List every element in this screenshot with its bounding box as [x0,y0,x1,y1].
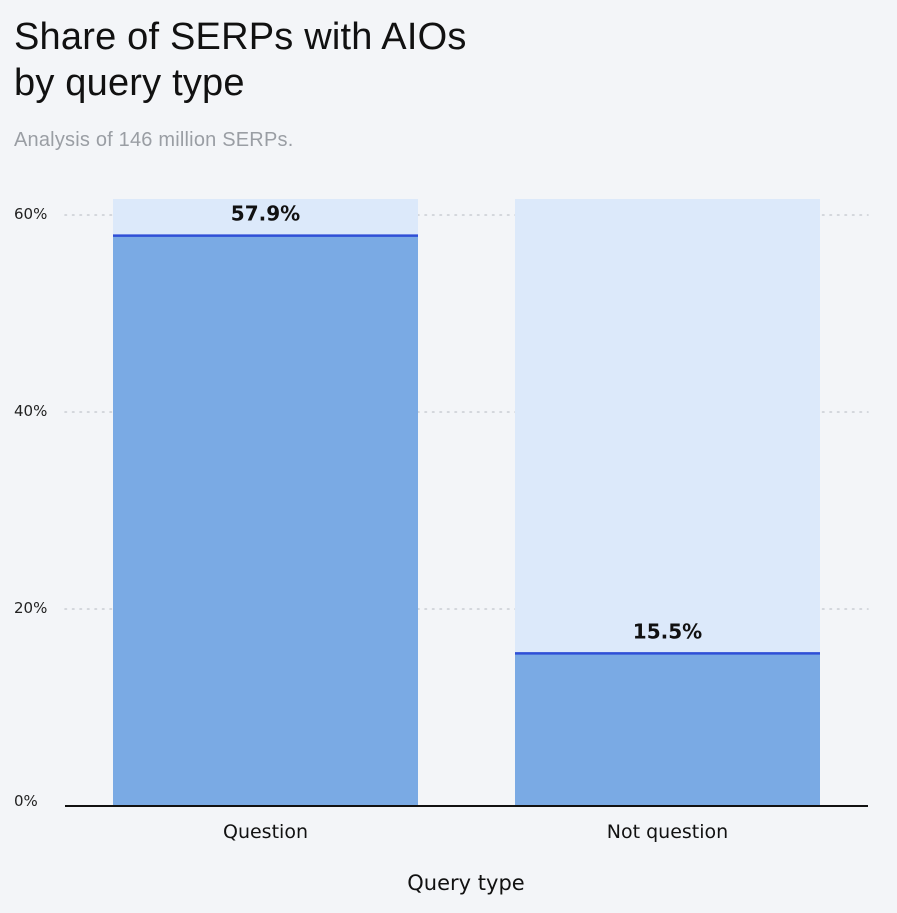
bar [113,235,418,806]
y-tick-label: 20% [14,599,47,617]
x-tick-label: Not question [607,821,728,843]
y-tick-label: 40% [14,402,47,420]
chart-title-line-2: by query type [14,62,245,104]
chart-title-line-1: Share of SERPs with AIOs [14,16,467,58]
chart-title: Share of SERPs with AIOs by query type [14,14,874,106]
data-label: 57.9% [231,202,300,226]
data-label: 15.5% [633,619,702,643]
x-tick-label: Question [223,821,308,843]
chart-subtitle: Analysis of 146 million SERPs. [14,129,294,151]
bar [515,653,820,806]
y-tick-label: 0% [14,792,38,810]
x-axis-label: Query type [407,871,524,895]
y-tick-label: 60% [14,205,47,223]
